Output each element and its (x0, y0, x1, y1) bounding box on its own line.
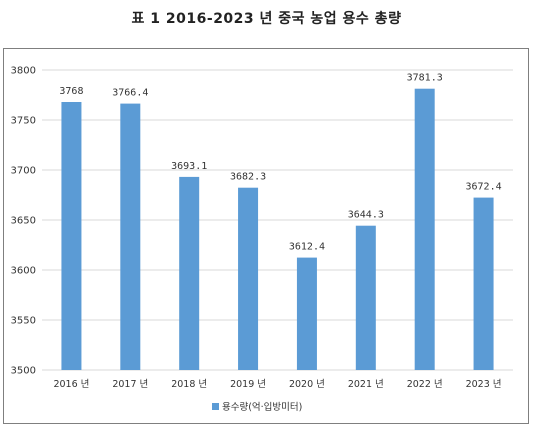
bar (473, 197, 494, 370)
x-tick-label: 2020 년 (289, 379, 325, 390)
data-label: 3693.1 (171, 161, 207, 172)
y-tick-label: 3500 (11, 366, 36, 377)
chart-area (3, 48, 529, 424)
x-tick-label: 2017 년 (112, 379, 148, 390)
data-label: 3644.3 (348, 210, 384, 221)
y-tick-label: 3800 (11, 66, 36, 77)
data-label: 3682.3 (230, 172, 266, 183)
data-label: 3612.4 (289, 242, 325, 253)
x-tick-label: 2021 년 (348, 379, 384, 390)
x-tick-label: 2022 년 (407, 379, 443, 390)
y-tick-label: 3700 (11, 166, 36, 177)
bar (179, 176, 200, 370)
x-tick-label: 2023 년 (466, 379, 502, 390)
chart-title: 표 1 2016-2023 년 중국 농업 용수 총량 (131, 11, 402, 27)
y-tick-label: 3750 (11, 116, 36, 127)
data-label: 3781.3 (407, 73, 443, 84)
legend-swatch (212, 403, 219, 410)
bar (355, 225, 376, 370)
x-tick-label: 2019 년 (230, 379, 266, 390)
y-tick-label: 3550 (11, 316, 36, 327)
y-tick-label: 3600 (11, 266, 36, 277)
data-label: 3766.4 (112, 88, 148, 99)
x-tick-label: 2016 년 (53, 379, 89, 390)
bar (296, 257, 317, 370)
bar (414, 88, 435, 370)
data-label: 3768 (59, 86, 83, 97)
bar (120, 103, 141, 370)
legend-label: 용수량(억·입방미터) (222, 401, 302, 413)
x-tick-label: 2018 년 (171, 379, 207, 390)
y-tick-label: 3650 (11, 216, 36, 227)
data-label: 3672.4 (466, 182, 502, 193)
bar (61, 102, 82, 370)
bar (238, 187, 259, 370)
